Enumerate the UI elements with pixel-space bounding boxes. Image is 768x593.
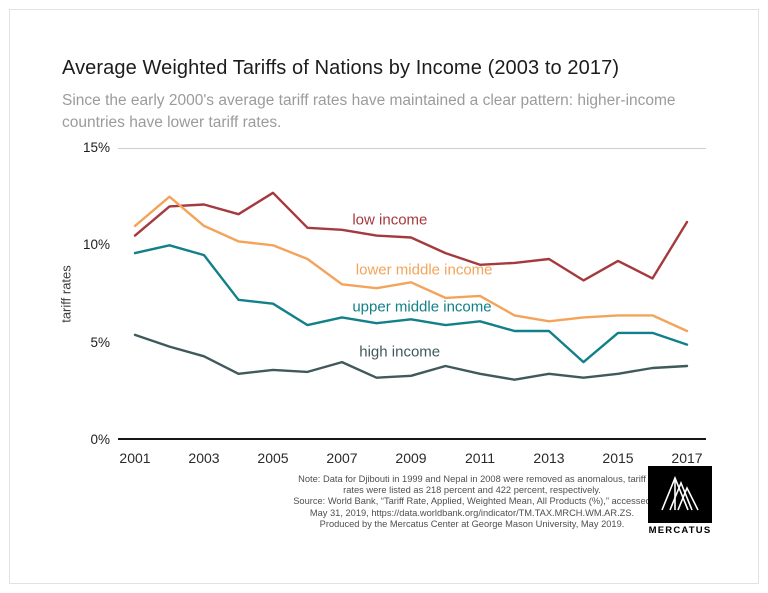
x-tick-2015: 2015	[602, 450, 634, 466]
mercatus-logo-icon	[648, 466, 712, 523]
x-tick-2013: 2013	[533, 450, 565, 466]
x-tick-2011: 2011	[464, 450, 496, 466]
gridline-15pct	[118, 148, 706, 149]
line-chart-svg	[133, 191, 689, 381]
note-line-2: rates were listed as 218 percent and 422…	[343, 485, 601, 496]
x-tick-2009: 2009	[395, 450, 427, 466]
y-tick-10%: 10%	[82, 237, 110, 253]
x-tick-2005: 2005	[257, 450, 289, 466]
mercatus-logo: MERCATUS	[648, 466, 712, 536]
x-tick-2001: 2001	[119, 450, 151, 466]
y-tick-0%: 0%	[90, 432, 110, 447]
y-axis-label: tariff rates	[58, 265, 74, 323]
y-tick-15%: 15%	[82, 140, 110, 155]
series-line-upper-middle-income	[133, 244, 689, 364]
x-tick-2007: 2007	[326, 450, 358, 466]
series-label-low-income: low income	[352, 211, 428, 229]
note-line-1: Note: Data for Djibouti in 1999 and Nepa…	[298, 474, 646, 484]
x-tick-2017: 2017	[671, 450, 703, 466]
note-line-4: May 31, 2019, https://data.worldbank.org…	[309, 507, 635, 518]
plot-area: low income lower middle income upper middl…	[133, 148, 689, 440]
series-label-lower-middle-income: lower middle income	[355, 261, 493, 279]
source-notes: Note: Data for Djibouti in 1999 and Nepa…	[237, 474, 707, 530]
y-tick-5%: 5%	[90, 334, 110, 350]
series-line-low-income	[133, 191, 689, 282]
note-line-3: Source: World Bank, “Tariff Rate, Applie…	[293, 496, 651, 507]
chart-subtitle: Since the early 2000's average tariff ra…	[62, 92, 676, 132]
x-tick-2003: 2003	[188, 450, 220, 466]
note-line-5: Produced by the Mercatus Center at Georg…	[319, 518, 625, 529]
chart-title: Average Weighted Tariffs of Nations by I…	[62, 57, 620, 79]
series-line-lower-middle-income	[133, 195, 689, 333]
series-line-high-income	[133, 333, 689, 381]
x-axis-line	[118, 438, 706, 440]
mercatus-logo-text: MERCATUS	[648, 525, 712, 536]
mountain-icon	[661, 475, 699, 511]
series-label-high-income: high income	[359, 343, 441, 361]
series-label-upper-middle-income: upper middle income	[352, 298, 492, 316]
